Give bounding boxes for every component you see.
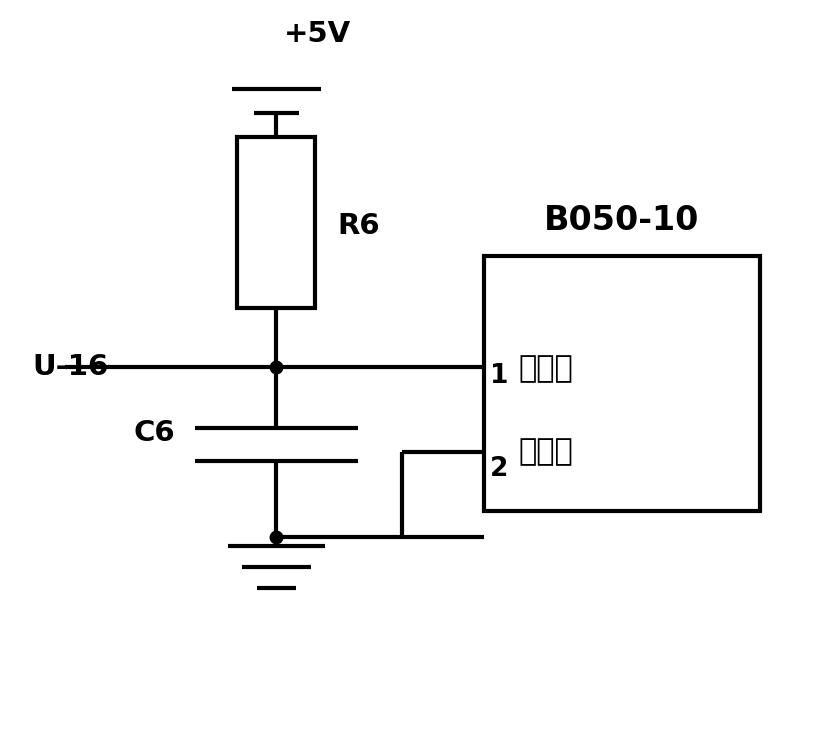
Bar <box>237 137 315 308</box>
Text: R6: R6 <box>337 212 380 240</box>
Bar <box>484 256 760 511</box>
Text: 度开关: 度开关 <box>519 437 573 467</box>
Text: B050-10: B050-10 <box>544 204 700 237</box>
Text: +5V: +5V <box>284 20 350 48</box>
Text: 2: 2 <box>490 456 509 482</box>
Text: C6: C6 <box>133 419 175 448</box>
Text: 第一温: 第一温 <box>519 354 573 384</box>
Text: U-16: U-16 <box>33 353 109 381</box>
Text: 1: 1 <box>490 363 509 389</box>
